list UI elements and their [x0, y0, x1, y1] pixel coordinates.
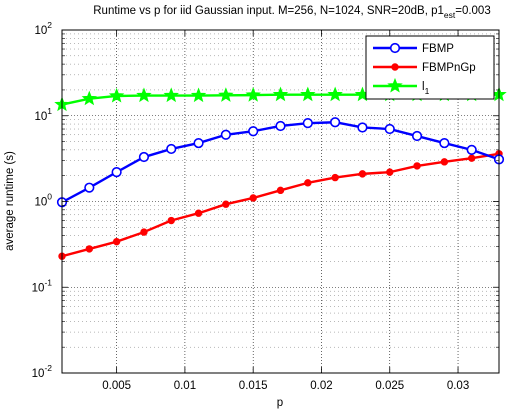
data-point	[136, 87, 152, 103]
series-fbmpngp	[58, 150, 503, 260]
x-tick-label: 0.025	[375, 380, 404, 392]
data-point	[248, 126, 259, 137]
data-point	[222, 200, 230, 208]
y-tick-labels: 10-2 10-1 100 101 102	[32, 20, 53, 380]
x-tick-label: 0.015	[239, 380, 268, 392]
data-point	[467, 154, 476, 162]
data-point	[190, 87, 207, 103]
data-point	[111, 167, 122, 178]
x-axis-label: p	[277, 397, 283, 409]
data-point	[276, 186, 285, 195]
y-tick-label: 100	[34, 192, 52, 209]
data-point	[193, 137, 204, 149]
legend-entry: FBMPnGp	[373, 62, 476, 74]
legend-entry: FBMP	[373, 42, 454, 55]
legend-entry: l1	[373, 77, 430, 96]
data-point	[466, 144, 477, 155]
data-point	[386, 168, 394, 176]
series-fbmp	[56, 117, 505, 208]
data-point	[138, 151, 150, 163]
data-point	[112, 237, 121, 246]
data-point	[167, 216, 175, 225]
data-point	[413, 162, 421, 170]
data-point	[108, 87, 125, 103]
data-point	[300, 86, 316, 102]
legend-marker	[389, 42, 401, 54]
legend-marker	[387, 77, 403, 93]
data-point	[411, 130, 423, 142]
data-point	[331, 173, 339, 182]
legend-label: FBMPnGp	[422, 62, 476, 74]
legend-marker	[391, 63, 399, 71]
y-tick-label: 10-1	[32, 277, 53, 294]
x-tick-label: 0.01	[174, 380, 196, 392]
data-point	[358, 170, 367, 178]
data-point	[220, 129, 231, 140]
data-point	[194, 209, 203, 217]
data-point	[304, 179, 312, 187]
legend-items: FBMP FBMPnGp l1	[373, 42, 476, 96]
data-point	[163, 87, 179, 103]
data-point	[81, 90, 98, 106]
y-axis-label: average runtime (s)	[4, 151, 16, 251]
data-point	[302, 118, 313, 129]
x-tick-label: 0.02	[310, 380, 332, 392]
data-point	[357, 122, 368, 133]
data-point	[439, 137, 450, 149]
chart-title: Runtime vs p for iid Gaussian input. M=2…	[93, 5, 490, 20]
legend: FBMP FBMPnGp l1	[365, 35, 495, 100]
x-tick-label: 0.005	[102, 380, 131, 392]
y-tick-label: 102	[34, 20, 52, 37]
data-point	[384, 123, 395, 135]
data-point	[249, 194, 257, 202]
y-tick-label: 101	[34, 106, 52, 123]
data-point	[327, 86, 343, 102]
axis-ticks	[62, 29, 499, 374]
series-layer	[54, 86, 507, 260]
data-point	[330, 117, 341, 128]
legend-label: l1	[422, 81, 430, 96]
data-point	[166, 143, 177, 155]
data-point	[272, 86, 289, 102]
data-point	[275, 120, 286, 132]
data-point	[85, 245, 94, 253]
data-point	[84, 182, 95, 193]
y-tick-label: 10-2	[32, 363, 53, 380]
x-tick-label: 0.03	[447, 380, 469, 392]
x-tick-labels: 0.005 0.01 0.015 0.02 0.025 0.03	[102, 380, 469, 392]
data-point	[440, 158, 449, 166]
data-point	[140, 228, 148, 236]
legend-label: FBMP	[422, 43, 454, 55]
data-point	[218, 87, 234, 102]
data-point	[245, 87, 261, 102]
